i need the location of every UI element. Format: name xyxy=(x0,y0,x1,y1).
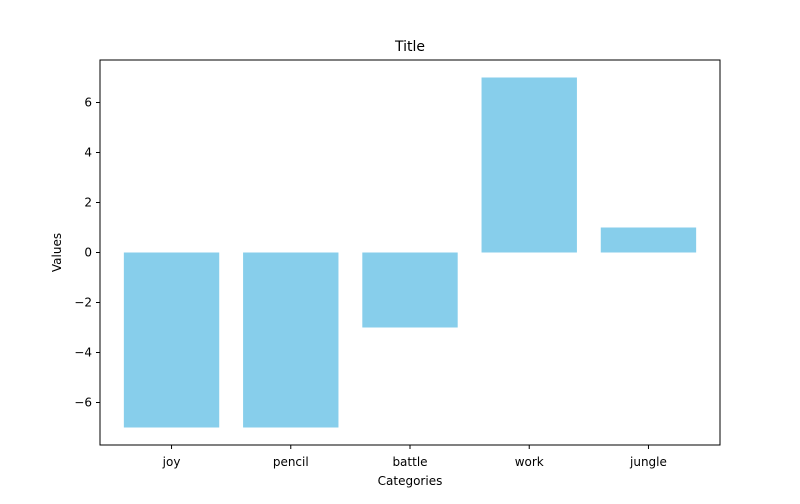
y-tick-label: −4 xyxy=(74,346,92,360)
bar-pencil xyxy=(243,252,339,428)
x-tick-label: battle xyxy=(392,455,427,469)
y-axis-ticks: −6 −4 −2 0 2 4 6 xyxy=(74,96,100,410)
bar-battle xyxy=(362,252,458,328)
x-axis-ticks: joy pencil battle work jungle xyxy=(162,445,667,469)
x-tick-label: work xyxy=(515,455,544,469)
chart-title: Title xyxy=(394,39,425,55)
y-tick-label: 4 xyxy=(84,146,92,160)
bar-work xyxy=(481,77,577,253)
y-tick-label: 2 xyxy=(84,196,92,210)
x-axis-label: Categories xyxy=(378,474,443,488)
bar-jungle xyxy=(600,227,697,253)
bars-group xyxy=(123,77,697,428)
x-tick-label: joy xyxy=(162,455,181,469)
bar-joy xyxy=(123,252,220,428)
y-tick-label: −2 xyxy=(74,296,92,310)
y-tick-label: 6 xyxy=(84,96,92,110)
y-tick-label: 0 xyxy=(84,246,92,260)
y-axis-label: Values xyxy=(50,233,64,272)
x-tick-label: jungle xyxy=(629,455,667,469)
x-tick-label: pencil xyxy=(273,455,309,469)
y-tick-label: −6 xyxy=(74,396,92,410)
